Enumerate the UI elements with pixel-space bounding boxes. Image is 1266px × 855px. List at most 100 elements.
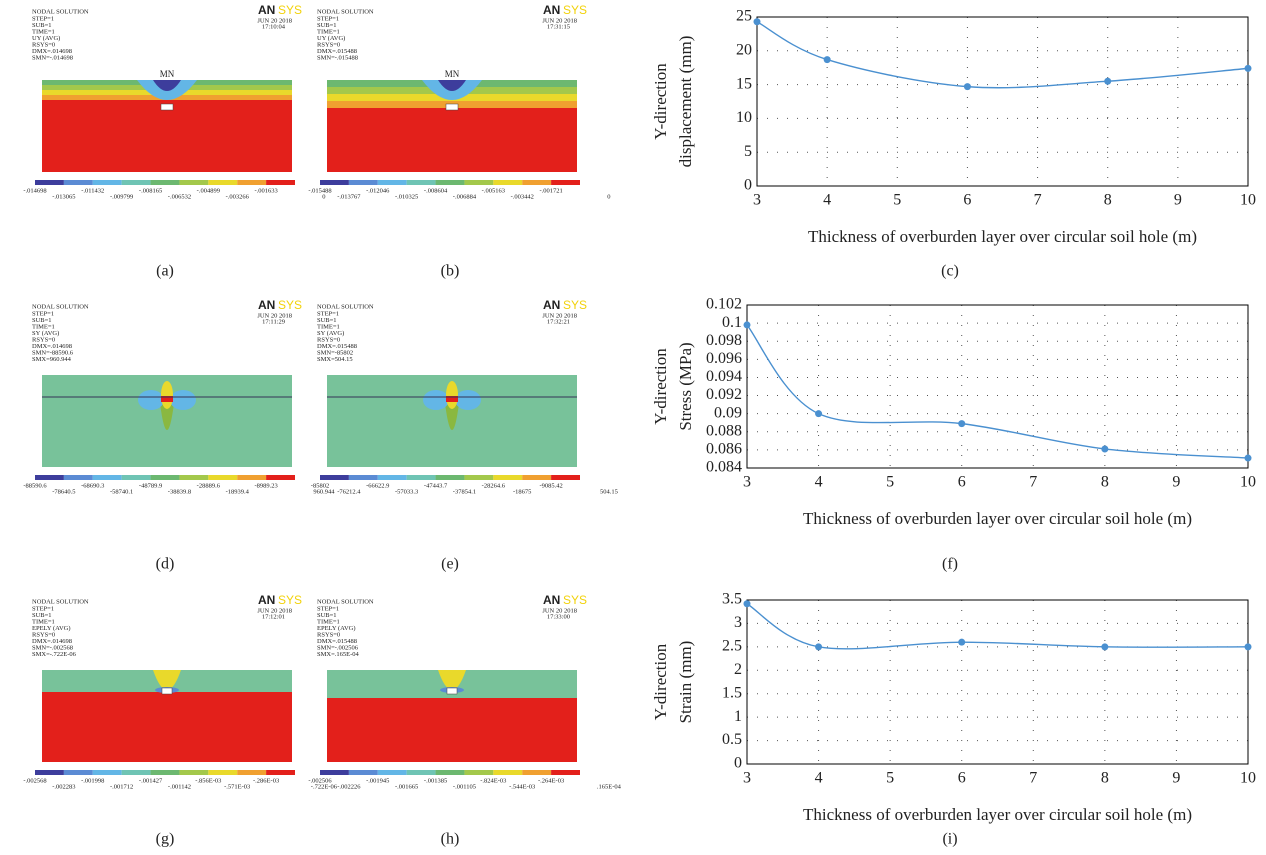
colorbar-swatch — [63, 475, 93, 480]
panel-info: RSYS=0 — [317, 336, 340, 343]
panel-info: SMN=-.002568 — [32, 644, 73, 651]
x-tick-label: 6 — [958, 474, 966, 491]
x-tick-label: 9 — [1174, 192, 1182, 209]
colorbar-label: -.002506 — [308, 777, 332, 784]
colorbar-label: -.001998 — [81, 777, 104, 784]
date: JUN 20 2018 — [542, 607, 577, 614]
colorbar-swatch — [377, 770, 407, 775]
panel-info: SMX=-.722E-06 — [32, 651, 77, 658]
panel-info: DMX=.015488 — [317, 638, 357, 645]
y-tick-label: 0 — [734, 755, 742, 772]
x-tick-label: 4 — [823, 192, 831, 209]
data-point — [1101, 445, 1109, 453]
time: 17:11:29 — [262, 318, 285, 325]
colorbar-label: -.001385 — [424, 777, 447, 784]
contour-lobe — [170, 390, 196, 410]
panel-info: SUB=1 — [317, 317, 337, 324]
panel-info: DMX=.015488 — [317, 343, 357, 350]
colorbar-swatch — [121, 180, 151, 185]
colorbar-label: 960.944 — [313, 488, 335, 495]
colorbar-label: -47443.7 — [424, 482, 448, 489]
colorbar-swatch — [493, 180, 523, 185]
y-tick-label: 25 — [736, 8, 752, 25]
y-tick-label: 0.098 — [706, 332, 742, 349]
caption: (e) — [441, 556, 459, 573]
y-tick-label: 0.088 — [706, 422, 742, 439]
plot-frame — [746, 304, 1249, 469]
x-tick-label: 7 — [1034, 192, 1042, 209]
colorbar-swatch — [435, 770, 465, 775]
x-tick-label: 10 — [1240, 474, 1256, 491]
colorbar-swatch — [266, 770, 295, 775]
data-point — [815, 410, 823, 418]
logo: SYS — [278, 298, 302, 312]
colorbar-swatch — [348, 770, 378, 775]
colorbar-swatch — [35, 475, 64, 480]
panel-info: RSYS=0 — [32, 336, 55, 343]
colorbar-label: -.009799 — [110, 193, 133, 200]
colorbar-swatch — [435, 475, 465, 480]
panel-info: SMN=-.015488 — [317, 54, 358, 61]
colorbar-label: -78640.5 — [52, 488, 75, 495]
colorbar-swatch — [493, 770, 523, 775]
hole — [161, 396, 173, 402]
colorbar-label: -.012046 — [366, 187, 390, 194]
x-tick-label: 8 — [1101, 474, 1109, 491]
panel-info: STEP=1 — [32, 310, 54, 317]
x-tick-label: 6 — [963, 192, 971, 209]
panel-info: SUB=1 — [32, 22, 52, 29]
panel-info: STEP=1 — [32, 605, 54, 612]
colorbar-label: -.001142 — [168, 783, 191, 790]
colorbar-swatch — [150, 180, 180, 185]
panel-info: SUB=1 — [32, 317, 52, 324]
colorbar-label: -.722E-06 — [311, 783, 338, 790]
colorbar-swatch — [406, 770, 436, 775]
panel-header: NODAL SOLUTION — [317, 303, 374, 310]
y-tick-label: 0.1 — [722, 314, 742, 331]
panel-info: EPELY (AVG) — [317, 625, 356, 632]
colorbar-label: -66622.9 — [366, 482, 389, 489]
x-tick-label: 5 — [893, 192, 901, 209]
y-axis-label: Stress (MPa) — [676, 342, 695, 430]
colorbar-label: -.004899 — [197, 187, 220, 194]
colorbar-swatch — [121, 475, 151, 480]
colorbar-swatch — [237, 180, 267, 185]
x-axis-label: Thickness of overburden layer over circu… — [808, 227, 1197, 246]
contour-lobe — [138, 390, 164, 410]
colorbar-label: -38839.8 — [168, 488, 191, 495]
caption: (g) — [156, 831, 175, 848]
y-tick-label: 1 — [734, 708, 742, 725]
colorbar-swatch — [92, 475, 122, 480]
x-tick-label: 6 — [958, 770, 966, 787]
y-tick-label: 20 — [736, 41, 752, 58]
time: 17:10:04 — [262, 23, 286, 30]
colorbar-label: -48789.9 — [139, 482, 162, 489]
colorbar-label: -9085.42 — [539, 482, 562, 489]
caption: (i) — [942, 831, 957, 848]
colorbar-label: -.013065 — [52, 193, 75, 200]
hole — [161, 687, 173, 695]
y-tick-label: 0 — [744, 177, 752, 194]
logo: SYS — [278, 593, 302, 607]
panel-info: DMX=.014698 — [32, 343, 72, 350]
hole — [446, 396, 458, 402]
colorbar-swatch — [150, 770, 180, 775]
caption: (b) — [441, 263, 460, 280]
date: JUN 20 2018 — [257, 17, 292, 24]
x-tick-label: 8 — [1101, 770, 1109, 787]
colorbar-label: -.856E-03 — [195, 777, 221, 784]
colorbar-label: -.001945 — [366, 777, 389, 784]
x-axis-label: Thickness of overburden layer over circu… — [803, 509, 1192, 528]
colorbar-label: -28889.6 — [197, 482, 221, 489]
colorbar-label: -18675 — [513, 488, 531, 495]
colorbar-swatch — [551, 180, 580, 185]
colorbar-label: -.571E-03 — [224, 783, 250, 790]
colorbar-label: -.001721 — [539, 187, 562, 194]
colorbar-label: 0 — [607, 193, 610, 200]
y-tick-label: 3.5 — [722, 591, 742, 608]
colorbar-swatch — [435, 180, 465, 185]
colorbar-label: -.013767 — [337, 193, 361, 200]
